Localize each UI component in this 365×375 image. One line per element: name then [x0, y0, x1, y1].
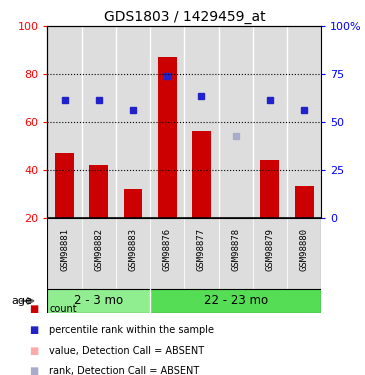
Bar	[287, 217, 321, 289]
Text: percentile rank within the sample: percentile rank within the sample	[49, 325, 214, 335]
Bar	[82, 26, 116, 218]
Text: age: age	[11, 296, 32, 306]
Text: count: count	[49, 304, 77, 314]
Text: ■: ■	[29, 304, 38, 314]
Text: ■: ■	[29, 325, 38, 335]
Bar	[150, 26, 184, 218]
Bar	[150, 289, 321, 313]
Text: GSM98876: GSM98876	[163, 228, 172, 271]
Text: 2 - 3 mo: 2 - 3 mo	[74, 294, 123, 307]
Text: rank, Detection Call = ABSENT: rank, Detection Call = ABSENT	[49, 366, 200, 375]
Bar	[158, 57, 177, 217]
Bar	[47, 217, 82, 289]
Bar	[116, 217, 150, 289]
Bar	[226, 217, 245, 261]
Bar	[150, 217, 184, 289]
Text: GSM98879: GSM98879	[265, 228, 274, 271]
Text: 22 - 23 mo: 22 - 23 mo	[204, 294, 268, 307]
Text: GSM98878: GSM98878	[231, 228, 240, 271]
Bar	[124, 189, 142, 217]
Bar	[82, 217, 116, 289]
Text: ■: ■	[29, 366, 38, 375]
Bar	[184, 26, 219, 218]
Bar	[287, 26, 321, 218]
Bar	[55, 153, 74, 218]
Text: GSM98880: GSM98880	[300, 228, 308, 271]
Bar	[219, 217, 253, 289]
Bar	[253, 26, 287, 218]
Bar	[219, 26, 253, 218]
Text: GSM98877: GSM98877	[197, 228, 206, 271]
Bar	[295, 186, 314, 218]
Bar	[253, 217, 287, 289]
Bar	[116, 26, 150, 218]
Bar	[261, 160, 279, 218]
Bar	[47, 289, 150, 313]
Text: ■: ■	[29, 346, 38, 355]
Title: GDS1803 / 1429459_at: GDS1803 / 1429459_at	[104, 10, 265, 24]
Text: GSM98882: GSM98882	[94, 228, 103, 271]
Text: GSM98881: GSM98881	[60, 228, 69, 271]
Bar	[184, 217, 219, 289]
Bar	[192, 132, 211, 218]
Bar	[47, 26, 82, 218]
Text: value, Detection Call = ABSENT: value, Detection Call = ABSENT	[49, 346, 204, 355]
Text: GSM98883: GSM98883	[128, 228, 138, 271]
Bar	[89, 165, 108, 218]
